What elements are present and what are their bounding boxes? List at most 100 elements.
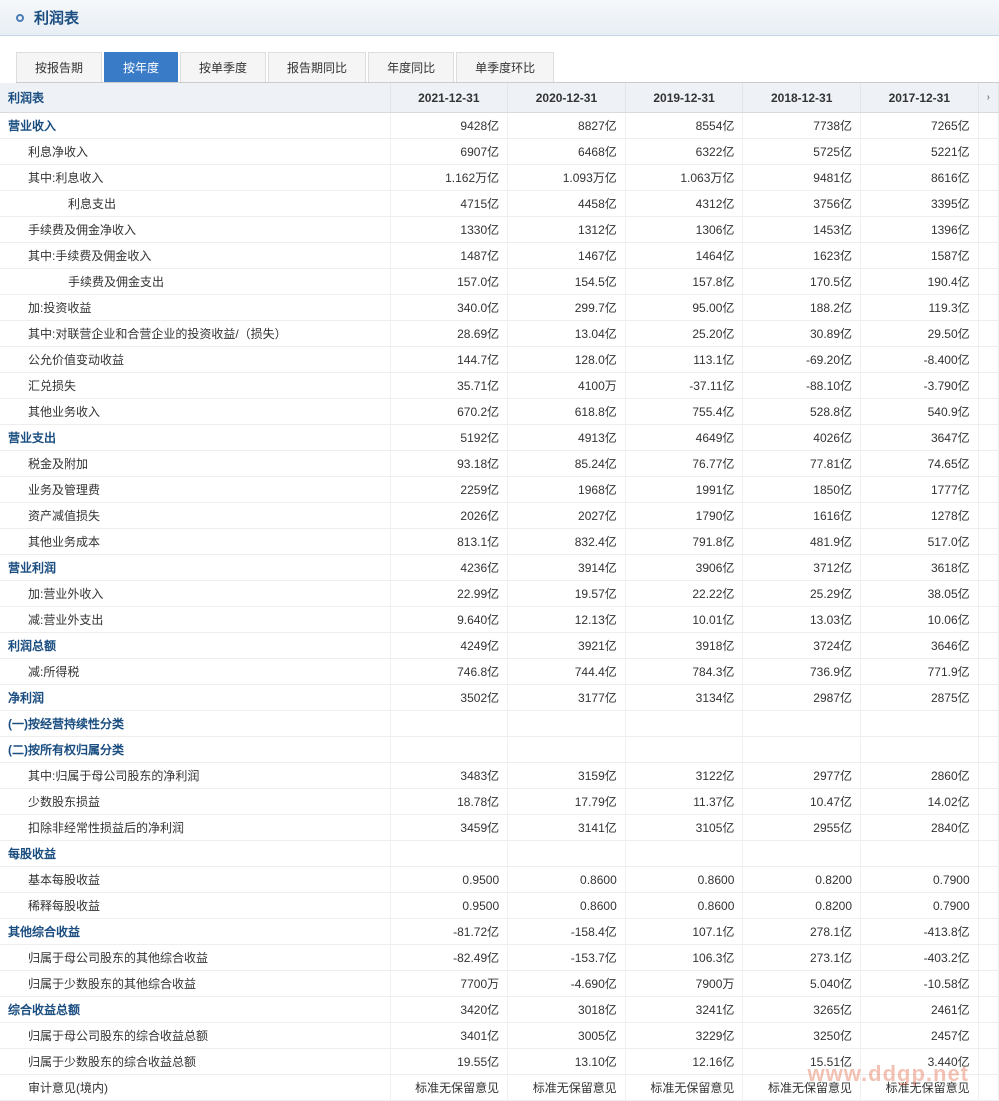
cell-value: 2860亿: [861, 763, 979, 789]
row-label: 减:营业外支出: [0, 607, 390, 633]
cell-value: 144.7亿: [390, 347, 508, 373]
cell-value: 6322亿: [625, 139, 743, 165]
cell-value: 25.20亿: [625, 321, 743, 347]
table-row: 手续费及佣金支出157.0亿154.5亿157.8亿170.5亿190.4亿: [0, 269, 999, 295]
cell-value: 9481亿: [743, 165, 861, 191]
cell-value: [390, 841, 508, 867]
table-row: 归属于少数股东的综合收益总额19.55亿13.10亿12.16亿15.51亿3.…: [0, 1049, 999, 1075]
table-row: 净利润3502亿3177亿3134亿2987亿2875亿: [0, 685, 999, 711]
row-label: 加:营业外收入: [0, 581, 390, 607]
row-label: 其中:手续费及佣金收入: [0, 243, 390, 269]
cell-value: 481.9亿: [743, 529, 861, 555]
cell-value: 3177亿: [508, 685, 626, 711]
row-label: 资产减值损失: [0, 503, 390, 529]
cell-value: 11.37亿: [625, 789, 743, 815]
cell-value: 4312亿: [625, 191, 743, 217]
cell-value: 15.51亿: [743, 1049, 861, 1075]
cell-value: 0.8600: [625, 893, 743, 919]
table-row: 其中:对联营企业和合营企业的投资收益/（损失）28.69亿13.04亿25.20…: [0, 321, 999, 347]
cell-value: 12.13亿: [508, 607, 626, 633]
cell-value: -3.790亿: [861, 373, 979, 399]
cell-value: 278.1亿: [743, 919, 861, 945]
cell-value: 736.9亿: [743, 659, 861, 685]
cell-value: 1587亿: [861, 243, 979, 269]
cell-value: 540.9亿: [861, 399, 979, 425]
scroll-right-icon[interactable]: ›: [978, 83, 998, 113]
cell-value: 93.18亿: [390, 451, 508, 477]
cell-value: -158.4亿: [508, 919, 626, 945]
cell-value: 2987亿: [743, 685, 861, 711]
cell-value: 157.8亿: [625, 269, 743, 295]
row-label: (二)按所有权归属分类: [0, 737, 390, 763]
tab-2[interactable]: 按单季度: [180, 52, 266, 82]
cell-value: 744.4亿: [508, 659, 626, 685]
row-label: 扣除非经常性损益后的净利润: [0, 815, 390, 841]
cell-value: 1306亿: [625, 217, 743, 243]
cell-value: 1312亿: [508, 217, 626, 243]
cell-value: [743, 737, 861, 763]
cell-value: 670.2亿: [390, 399, 508, 425]
table-row: 稀释每股收益0.95000.86000.86000.82000.7900: [0, 893, 999, 919]
cell-value: 618.8亿: [508, 399, 626, 425]
table-row: 其他业务收入670.2亿618.8亿755.4亿528.8亿540.9亿: [0, 399, 999, 425]
cell-value: 0.8600: [625, 867, 743, 893]
cell-value: 1.093万亿: [508, 165, 626, 191]
cell-value: [743, 711, 861, 737]
cell-value: 2026亿: [390, 503, 508, 529]
cell-value: 3401亿: [390, 1023, 508, 1049]
table-row: 归属于母公司股东的综合收益总额3401亿3005亿3229亿3250亿2457亿: [0, 1023, 999, 1049]
tab-3[interactable]: 报告期同比: [268, 52, 366, 82]
cell-value: 1.162万亿: [390, 165, 508, 191]
row-label: 其他综合收益: [0, 919, 390, 945]
row-label: 其他业务收入: [0, 399, 390, 425]
cell-value: 3122亿: [625, 763, 743, 789]
column-header: 2017-12-31: [861, 83, 979, 113]
table-row: 利息支出4715亿4458亿4312亿3756亿3395亿: [0, 191, 999, 217]
row-label: 利润总额: [0, 633, 390, 659]
row-label: 减:所得税: [0, 659, 390, 685]
cell-value: -4.690亿: [508, 971, 626, 997]
cell-value: 22.22亿: [625, 581, 743, 607]
cell-value: 1467亿: [508, 243, 626, 269]
table-row: 其中:利息收入1.162万亿1.093万亿1.063万亿9481亿8616亿: [0, 165, 999, 191]
table-row: (一)按经营持续性分类: [0, 711, 999, 737]
cell-value: 7700万: [390, 971, 508, 997]
tab-5[interactable]: 单季度环比: [456, 52, 554, 82]
cell-value: 2461亿: [861, 997, 979, 1023]
cell-value: [508, 841, 626, 867]
cell-value: 0.8600: [508, 867, 626, 893]
cell-value: -37.11亿: [625, 373, 743, 399]
table-row: 手续费及佣金净收入1330亿1312亿1306亿1453亿1396亿: [0, 217, 999, 243]
cell-value: 标准无保留意见: [390, 1075, 508, 1101]
cell-value: 1991亿: [625, 477, 743, 503]
table-row: 其中:手续费及佣金收入1487亿1467亿1464亿1623亿1587亿: [0, 243, 999, 269]
row-label: 税金及附加: [0, 451, 390, 477]
cell-value: -88.10亿: [743, 373, 861, 399]
table-row: 公允价值变动收益144.7亿128.0亿113.1亿-69.20亿-8.400亿: [0, 347, 999, 373]
cell-value: 0.7900: [861, 893, 979, 919]
cell-value: 813.1亿: [390, 529, 508, 555]
cell-value: 746.8亿: [390, 659, 508, 685]
cell-value: 8827亿: [508, 113, 626, 139]
cell-value: 1790亿: [625, 503, 743, 529]
cell-value: 5192亿: [390, 425, 508, 451]
row-label: 其中:归属于母公司股东的净利润: [0, 763, 390, 789]
cell-value: 1487亿: [390, 243, 508, 269]
tab-4[interactable]: 年度同比: [368, 52, 454, 82]
row-label: 净利润: [0, 685, 390, 711]
cell-value: 9428亿: [390, 113, 508, 139]
cell-value: -8.400亿: [861, 347, 979, 373]
cell-value: 3647亿: [861, 425, 979, 451]
cell-value: 3241亿: [625, 997, 743, 1023]
table-row: 加:投资收益340.0亿299.7亿95.00亿188.2亿119.3亿: [0, 295, 999, 321]
tab-1[interactable]: 按年度: [104, 52, 178, 82]
cell-value: -81.72亿: [390, 919, 508, 945]
table-row: 汇兑损失35.71亿4100万-37.11亿-88.10亿-3.790亿: [0, 373, 999, 399]
tab-0[interactable]: 按报告期: [16, 52, 102, 82]
row-label: 综合收益总额: [0, 997, 390, 1023]
cell-value: 74.65亿: [861, 451, 979, 477]
row-label: 每股收益: [0, 841, 390, 867]
cell-value: 1278亿: [861, 503, 979, 529]
cell-value: [625, 841, 743, 867]
row-label: 归属于少数股东的其他综合收益: [0, 971, 390, 997]
